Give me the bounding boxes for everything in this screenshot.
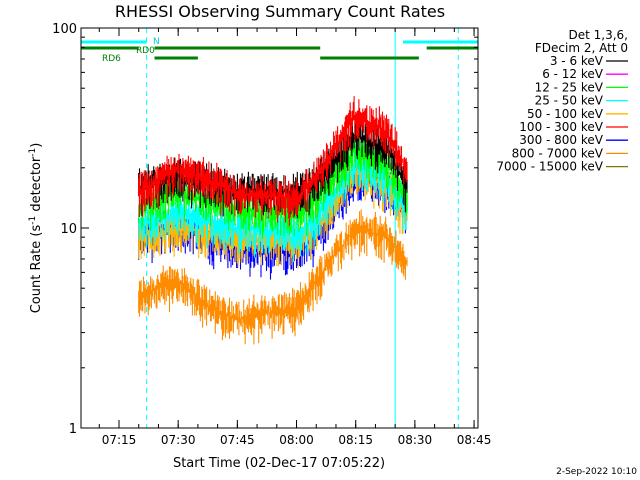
y-axis-label: Count Rate (s-1 detector-1) xyxy=(28,143,44,314)
y-axis-label-part: detector xyxy=(29,156,44,216)
legend-label: 300 - 800 keV xyxy=(519,133,603,147)
x-tick-label: 07:45 xyxy=(220,433,255,447)
x-tick-label: 08:15 xyxy=(338,433,373,447)
legend-header-line: FDecim 2, Att 0 xyxy=(535,41,628,55)
series-trace xyxy=(138,96,408,226)
y-tick-label: 1 xyxy=(69,422,77,437)
legend-label: 800 - 7000 keV xyxy=(512,146,604,160)
y-axis-label-part: Count Rate (s xyxy=(29,225,44,314)
footer-date: 2-Sep-2022 10:10 xyxy=(556,467,637,477)
y-axis: 1 10 100 xyxy=(52,22,478,437)
legend-label: 100 - 300 keV xyxy=(519,120,603,134)
legend-label: 50 - 100 keV xyxy=(527,107,604,121)
y-axis-label-sup: -1 xyxy=(28,148,38,157)
flag-label: RD6 xyxy=(102,54,121,64)
x-tick-label: 08:30 xyxy=(398,433,433,447)
legend-label: 25 - 50 keV xyxy=(535,94,604,108)
x-axis-label: Start Time (02-Dec-17 07:05:22) xyxy=(173,456,385,471)
y-tick-label: 10 xyxy=(60,222,77,237)
chart-title: RHESSI Observing Summary Count Rates xyxy=(115,2,445,21)
y-tick-label: 100 xyxy=(52,22,77,37)
x-tick-label: 08:45 xyxy=(457,433,492,447)
x-axis: 07:15 07:30 07:45 08:00 08:15 08:30 08:45 xyxy=(98,28,492,447)
flag-label: RD0 xyxy=(136,46,155,56)
series-trace xyxy=(138,209,408,345)
series-100-300-kev xyxy=(138,96,408,226)
legend-label: 7000 - 15000 keV xyxy=(496,160,603,174)
legend-label: 6 - 12 keV xyxy=(542,67,604,81)
y-axis-label-part: ) xyxy=(29,143,44,148)
x-tick-label: 07:15 xyxy=(102,433,137,447)
x-tick-label: 07:30 xyxy=(161,433,196,447)
legend-header-line: Det 1,3,6, xyxy=(569,28,629,42)
y-axis-label-sup: -1 xyxy=(28,216,38,225)
legend-label: 3 - 6 keV xyxy=(550,54,604,68)
flag-label: N xyxy=(153,37,160,47)
series-800-7000-kev xyxy=(138,209,408,345)
legend-label: 12 - 25 keV xyxy=(535,80,604,94)
x-tick-label: 08:00 xyxy=(279,433,314,447)
